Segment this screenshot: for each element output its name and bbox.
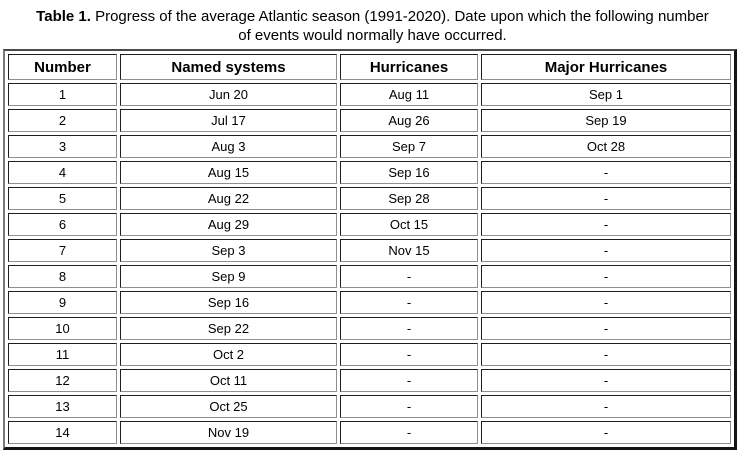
table-cell-named-systems: Nov 19 <box>120 421 337 444</box>
table-caption-label: Table 1. <box>36 8 91 25</box>
column-header-named-systems: Named systems <box>120 54 337 80</box>
table-cell-number: 9 <box>8 291 117 314</box>
table-row: 11 Oct 2-- <box>8 343 731 366</box>
column-header-number: Number <box>8 54 117 80</box>
table-cell-number: 3 <box>8 135 117 158</box>
table-cell-named-systems: Aug 3 <box>120 135 337 158</box>
season-progress-table: Number Named systems Hurricanes Major Hurri… <box>3 49 737 450</box>
table-cell-number: 13 <box>8 395 117 418</box>
table-row: 9 Sep 16- - <box>8 291 731 314</box>
table-cell-named-systems: Sep 16 <box>120 291 337 314</box>
table-cell-major-hurricanes: Oct 28 <box>481 135 731 158</box>
table-caption: Table 1. Progress of the average Atlanti… <box>0 7 745 45</box>
table-cell-hurricanes: - <box>340 343 478 366</box>
table-cell-major-hurricanes: - <box>481 187 731 210</box>
table-cell-major-hurricanes: - <box>481 213 731 236</box>
table-cell-hurricanes: Sep 16 <box>340 161 478 184</box>
table-cell-major-hurricanes: - <box>481 395 731 418</box>
table-cell-named-systems: Oct 2 <box>120 343 337 366</box>
table-row: 7 Sep 3 Nov 15- <box>8 239 731 262</box>
table-row: 1 Jun 20 Aug 11 Sep 1 <box>8 83 731 106</box>
table-cell-named-systems: Aug 29 <box>120 213 337 236</box>
table-header-row: Number Named systems Hurricanes Major Hurri… <box>8 54 731 80</box>
table-cell-number: 1 <box>8 83 117 106</box>
table-cell-number: 14 <box>8 421 117 444</box>
table-cell-named-systems: Aug 22 <box>120 187 337 210</box>
table-caption-text-line1: Progress of the average Atlantic season … <box>95 8 709 25</box>
table-cell-number: 5 <box>8 187 117 210</box>
table-cell-major-hurricanes: Sep 1 <box>481 83 731 106</box>
table-cell-major-hurricanes: - <box>481 265 731 288</box>
table-cell-hurricanes: Aug 11 <box>340 83 478 106</box>
column-header-major-hurricanes: Major Hurricanes <box>481 54 731 80</box>
table-cell-number: 12 <box>8 369 117 392</box>
table-cell-number: 2 <box>8 109 117 132</box>
table-cell-major-hurricanes: - <box>481 369 731 392</box>
table-row: 6 Aug 29 Oct 15- <box>8 213 731 236</box>
table-cell-hurricanes: Sep 7 <box>340 135 478 158</box>
table-cell-named-systems: Oct 25 <box>120 395 337 418</box>
table-header: Number Named systems Hurricanes Major Hurri… <box>8 54 731 80</box>
table-cell-number: 10 <box>8 317 117 340</box>
table-cell-hurricanes: - <box>340 395 478 418</box>
table-cell-major-hurricanes: - <box>481 343 731 366</box>
table-cell-number: 4 <box>8 161 117 184</box>
table-cell-named-systems: Jun 20 <box>120 83 337 106</box>
table-row: 8 Sep 9-- <box>8 265 731 288</box>
table-cell-major-hurricanes: - <box>481 161 731 184</box>
table-cell-named-systems: Sep 3 <box>120 239 337 262</box>
table-cell-named-systems: Aug 15 <box>120 161 337 184</box>
table-row: 12 Oct 11- - <box>8 369 731 392</box>
table-cell-hurricanes: Aug 26 <box>340 109 478 132</box>
table-cell-number: 8 <box>8 265 117 288</box>
table-row: 3 Aug 3 Sep 7 Oct 28 <box>8 135 731 158</box>
table-cell-number: 7 <box>8 239 117 262</box>
table-cell-named-systems: Jul 17 <box>120 109 337 132</box>
table-caption-text-line2: of events would normally have occurred. <box>238 27 507 44</box>
table-body: 1 Jun 20 Aug 11 Sep 1 2 Jul 17 Aug 26 Sep 19 3 Au… <box>8 83 731 444</box>
table-cell-major-hurricanes: - <box>481 239 731 262</box>
table-cell-hurricanes: - <box>340 369 478 392</box>
table-cell-hurricanes: Oct 15 <box>340 213 478 236</box>
table-row: 4 Aug 15 Sep 16- <box>8 161 731 184</box>
table-cell-hurricanes: - <box>340 421 478 444</box>
column-header-hurricanes: Hurricanes <box>340 54 478 80</box>
table-cell-hurricanes: Nov 15 <box>340 239 478 262</box>
table-cell-hurricanes: Sep 28 <box>340 187 478 210</box>
table-cell-hurricanes: - <box>340 265 478 288</box>
table-cell-major-hurricanes: - <box>481 421 731 444</box>
table-cell-number: 6 <box>8 213 117 236</box>
table-cell-number: 11 <box>8 343 117 366</box>
table-cell-named-systems: Oct 11 <box>120 369 337 392</box>
table-cell-hurricanes: - <box>340 291 478 314</box>
table-cell-major-hurricanes: Sep 19 <box>481 109 731 132</box>
table-cell-named-systems: Sep 9 <box>120 265 337 288</box>
table-cell-major-hurricanes: - <box>481 317 731 340</box>
table-row: 5 Aug 22 Sep 28- <box>8 187 731 210</box>
table-cell-named-systems: Sep 22 <box>120 317 337 340</box>
table-cell-hurricanes: - <box>340 317 478 340</box>
table-row: 2 Jul 17 Aug 26 Sep 19 <box>8 109 731 132</box>
table-row: 13 Oct 25- - <box>8 395 731 418</box>
table-row: 10 Sep 22- - <box>8 317 731 340</box>
table-row: 14 Nov 19- - <box>8 421 731 444</box>
table-cell-major-hurricanes: - <box>481 291 731 314</box>
